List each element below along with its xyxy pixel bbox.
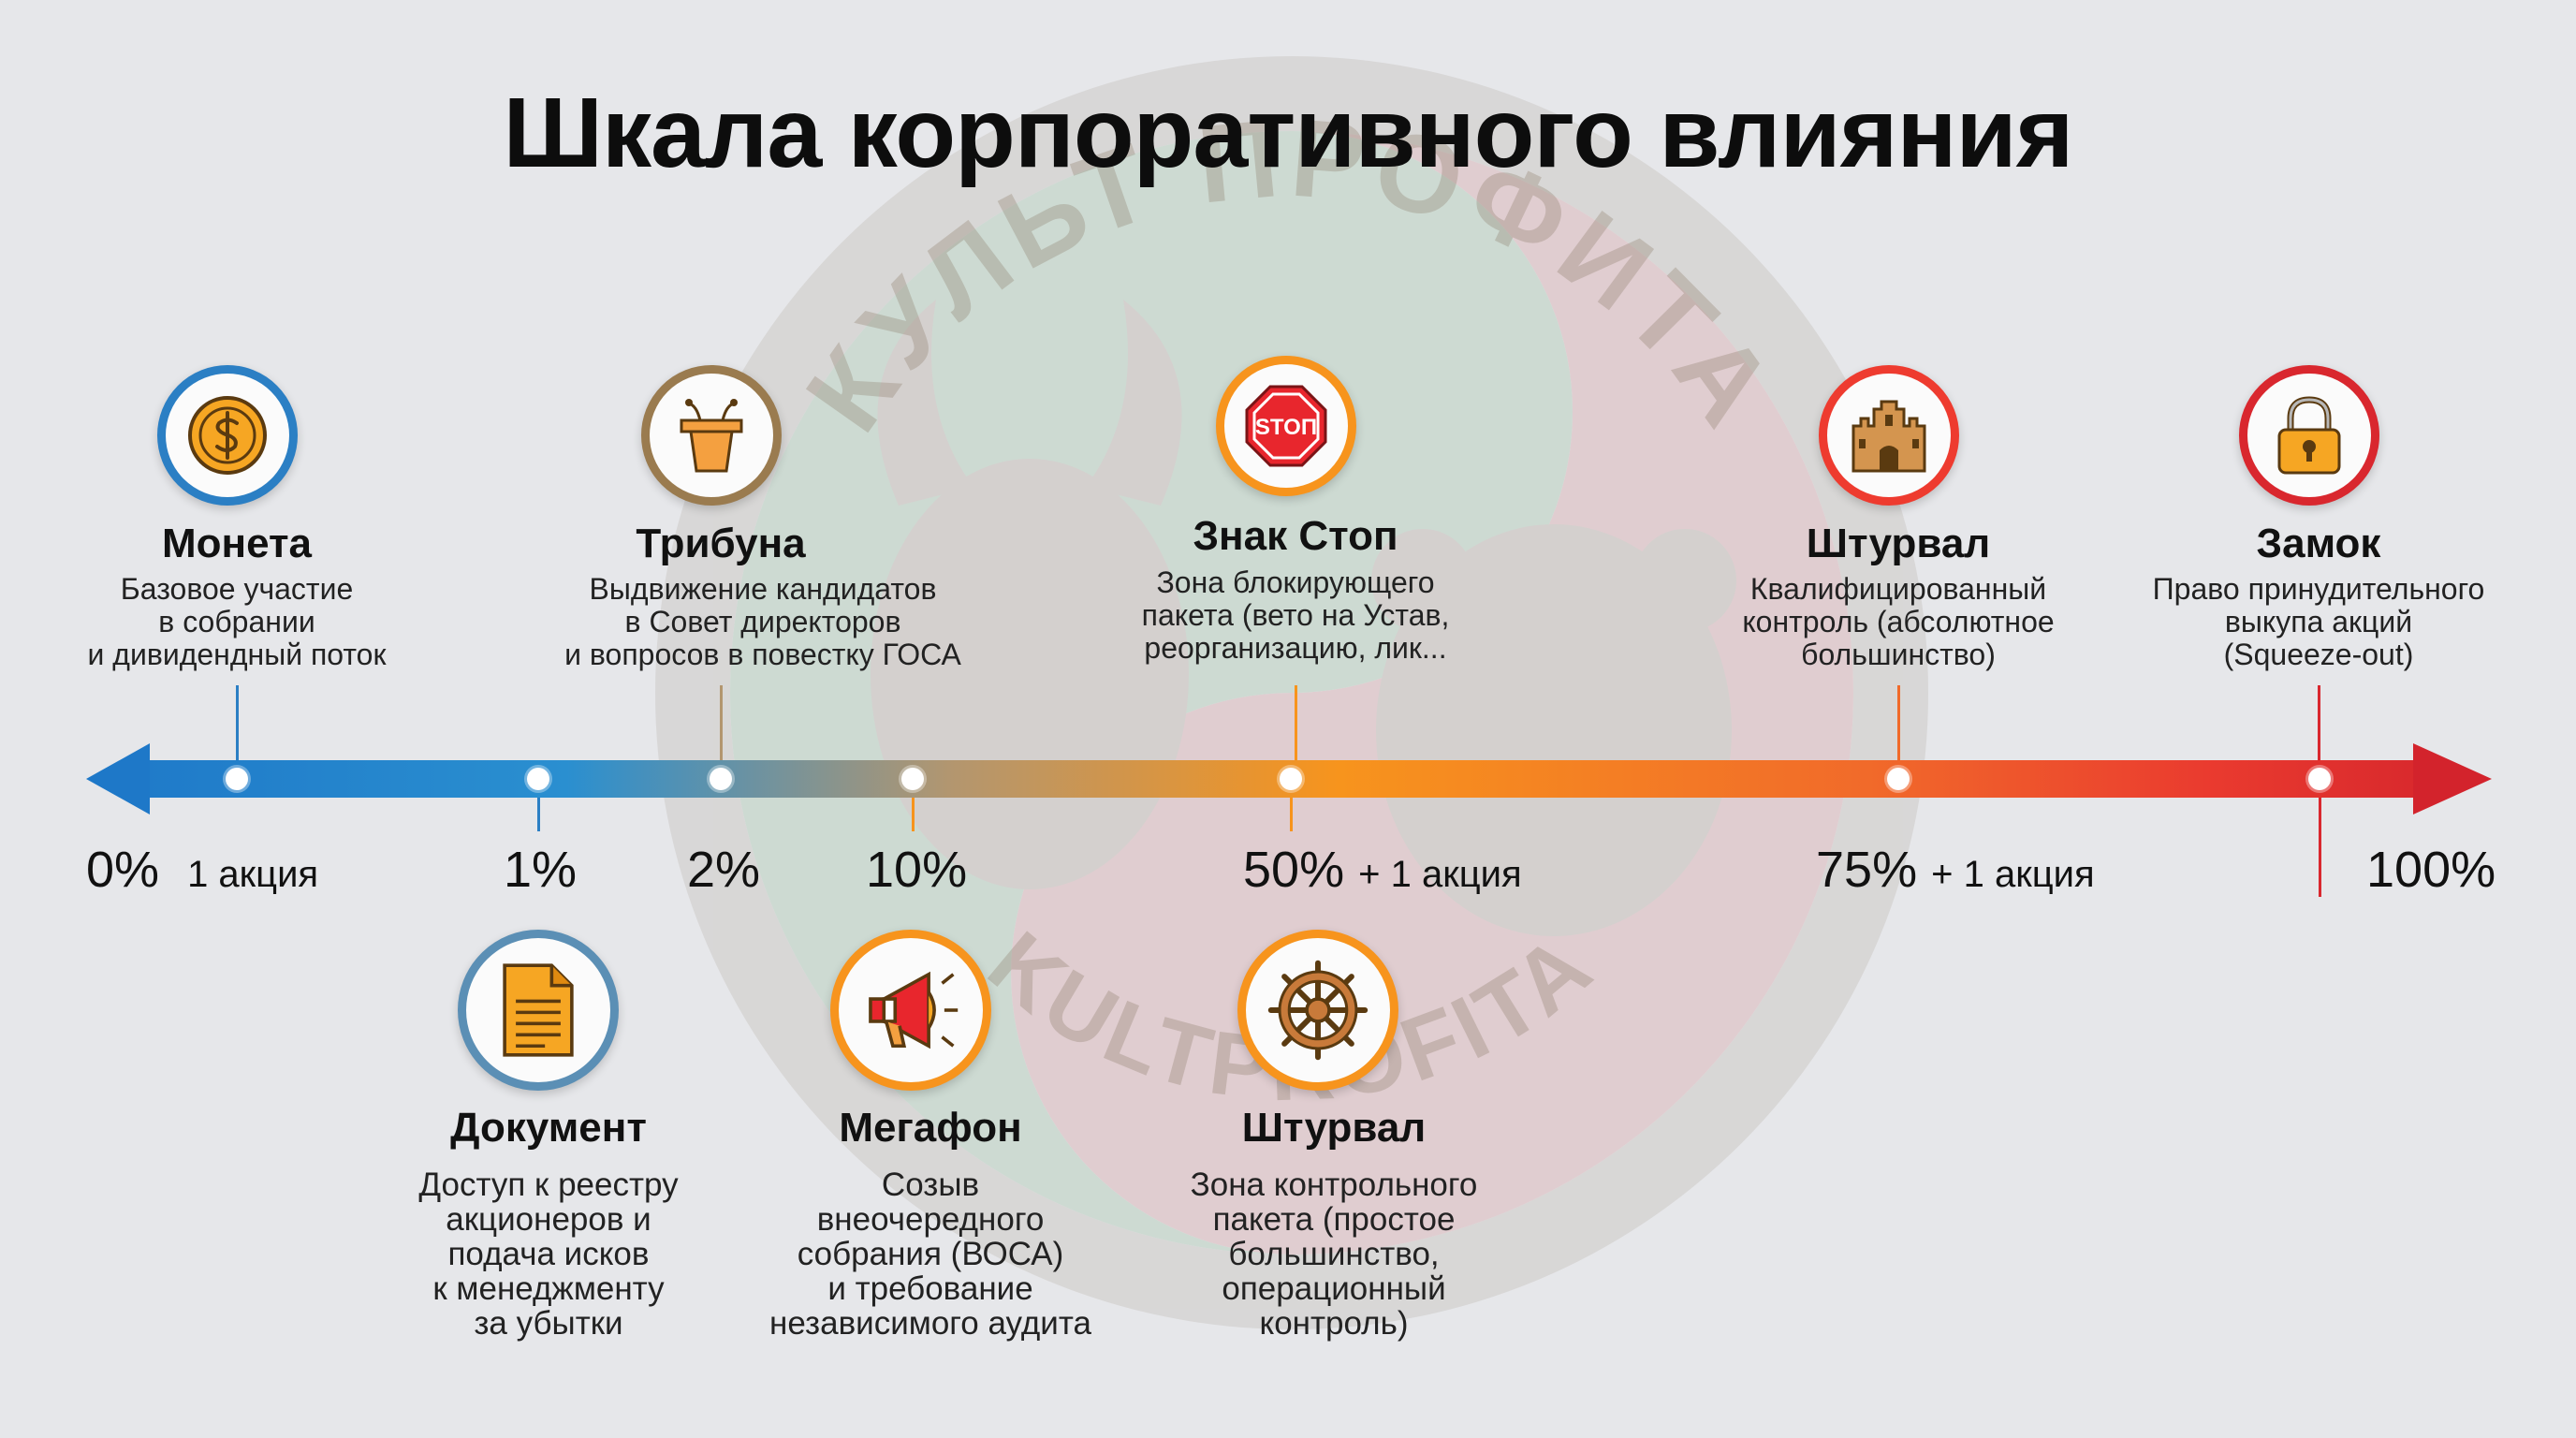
timeline-node-5	[1887, 768, 1910, 790]
timeline-node-2	[710, 768, 732, 790]
connector-tick-4	[1295, 685, 1297, 760]
castle-icon-circle	[1819, 365, 1959, 506]
timeline-node-3	[901, 768, 924, 790]
page-title: Шкала корпоративного влияния	[503, 78, 2073, 188]
milestone-desc-megaphone: Созыв внеочередного собрания (ВОСА) и тр…	[769, 1167, 1091, 1342]
stop-sign-icon: STOП	[1245, 385, 1327, 467]
stop-sign-icon-circle: STOП	[1216, 356, 1356, 496]
milestone-name-padlock: Замок	[2256, 521, 2381, 566]
connector-tick-2	[720, 685, 723, 760]
podium-icon-circle	[641, 365, 782, 506]
padlock-icon-circle	[2239, 365, 2379, 506]
connector-tick-6	[1897, 685, 1900, 760]
milestone-desc-castle: Квалифицированный контроль (абсолютное б…	[1742, 572, 2055, 671]
megaphone-icon-circle	[830, 930, 991, 1091]
arrow-head-left	[86, 743, 150, 814]
castle-icon	[1852, 400, 1926, 473]
milestone-name-stop: Знак Стоп	[1193, 513, 1398, 559]
milestone-desc-podium: Выдвижение кандидатов в Совет директоров…	[564, 572, 961, 671]
timeline-node-4	[1280, 768, 1302, 790]
timeline-node-1	[527, 768, 549, 790]
milestone-desc-wheel: Зона контрольного пакета (простое больши…	[1190, 1167, 1478, 1342]
scale-label-2: 2%	[687, 842, 761, 898]
arrow-head-right	[2413, 743, 2492, 814]
connector-tick-3	[912, 798, 915, 831]
milestone-name-coin: Монета	[161, 521, 313, 566]
scale-label-10: 10%	[866, 842, 968, 898]
scale-label-50: 50% + 1 акция	[1243, 842, 1522, 898]
svg-text:STOП: STOП	[1255, 415, 1317, 440]
document-icon	[503, 963, 574, 1057]
connector-tick-8	[2319, 798, 2321, 897]
milestone-desc-stop: Зона блокирующего пакета (вето на Устав,…	[1141, 565, 1450, 665]
connector-tick-0	[236, 685, 239, 760]
coin-icon	[188, 396, 267, 475]
connector-tick-5	[1290, 798, 1293, 831]
padlock-icon	[2277, 396, 2341, 475]
scale-label-1: 1%	[504, 842, 578, 898]
timeline-node-6	[2308, 768, 2331, 790]
scale-label-75: 75% + 1 акция	[1816, 842, 2095, 898]
scale-label-100: 100%	[2366, 842, 2496, 898]
milestone-name-podium: Трибуна	[636, 521, 806, 566]
ship-wheel-icon	[1267, 960, 1368, 1061]
milestone-name-megaphone: Мегафон	[839, 1105, 1022, 1151]
milestone-name-castle: Штурвал	[1806, 521, 1991, 566]
milestone-name-document: Документ	[450, 1105, 647, 1151]
timeline-node-0	[226, 768, 248, 790]
podium-icon	[680, 399, 743, 473]
connector-tick-1	[537, 798, 540, 831]
milestone-desc-coin: Базовое участие в собрании и дивидендный…	[87, 572, 387, 671]
megaphone-icon	[869, 971, 959, 1049]
scale-label-0: 0% 1 акция	[86, 842, 319, 898]
coin-icon-circle	[157, 365, 298, 506]
milestone-desc-document: Доступ к реестру акционеров и подача иск…	[418, 1167, 679, 1342]
milestone-name-wheel: Штурвал	[1241, 1105, 1427, 1151]
milestone-desc-padlock: Право принудительного выкупа акций (Sque…	[2152, 572, 2485, 671]
document-icon-circle	[458, 930, 619, 1091]
ship-wheel-icon-circle	[1237, 930, 1398, 1091]
connector-tick-7	[2318, 685, 2320, 760]
